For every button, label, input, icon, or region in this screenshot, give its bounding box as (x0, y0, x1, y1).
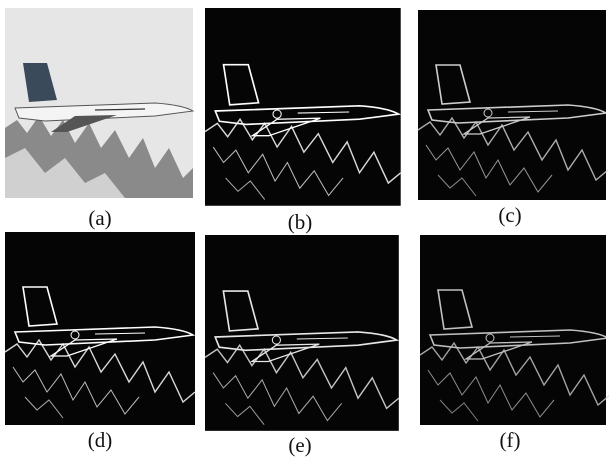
panel-label: (c) (498, 203, 521, 227)
figure-canvas: (a) (b) (c) (d) (e) (f) (0, 0, 609, 459)
panel-label: (e) (288, 433, 311, 457)
panel-label: (d) (88, 428, 113, 452)
panel-a (5, 8, 193, 198)
panel-b (205, 8, 401, 206)
panel-c (418, 10, 608, 200)
panel-e (205, 235, 399, 431)
panel-d (5, 232, 195, 425)
figure: (a) (b) (c) (d) (e) (f) (0, 0, 609, 459)
panel-f (420, 235, 609, 425)
panel-label: (a) (88, 206, 111, 230)
panel-label: (b) (288, 210, 313, 234)
panel-label: (f) (500, 428, 521, 452)
